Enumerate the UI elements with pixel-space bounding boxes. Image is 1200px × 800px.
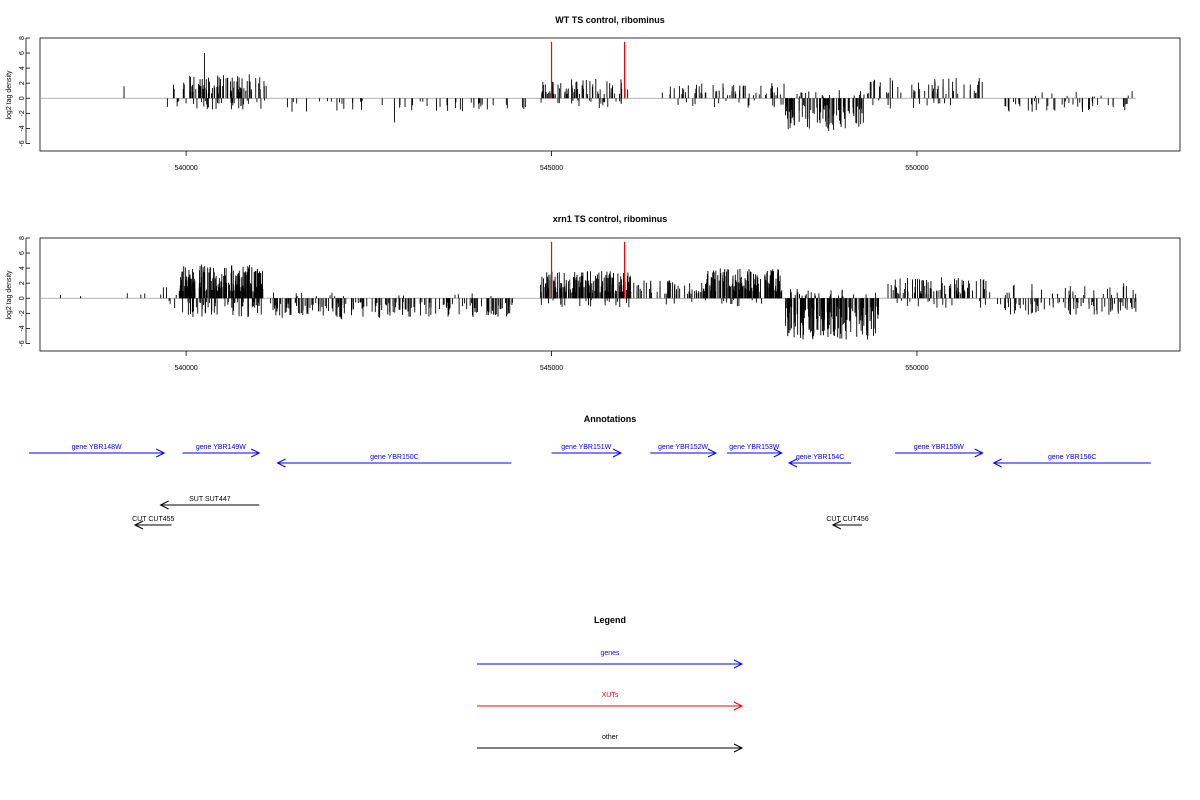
arrow-head <box>831 520 842 530</box>
xrn1-track-panel: xrn1 TS control, ribominus -6 -4 -2 0 2 4 6 8 5… <box>6 214 1181 372</box>
annotation-arrow: CUT CUT456 <box>826 516 869 530</box>
arrow-head <box>992 458 1002 468</box>
legend-label: XUTs <box>602 692 619 699</box>
wt-track-y-axis-label: log2 tag density <box>6 70 13 120</box>
annotation-arrow: gene YBR150C <box>276 454 512 468</box>
arrow-head <box>133 520 144 530</box>
arrow-head <box>612 448 623 458</box>
x-tick-label: 545000 <box>540 165 563 172</box>
annotation-arrow: gene YBR155W <box>895 444 984 458</box>
annotation-label: gene YBR148W <box>72 444 122 451</box>
x-tick-label: 540000 <box>174 165 197 172</box>
legend-entry: XUTs <box>477 692 744 711</box>
annotation-label: gene YBR149W <box>196 444 246 451</box>
annotation-label: gene YBR150C <box>370 454 419 461</box>
xrn1-track-y-axis-label: log2 tag density <box>6 270 13 320</box>
annotation-arrow: gene YBR149W <box>182 444 261 458</box>
y-tick-label: 8 <box>19 236 26 240</box>
arrow-head <box>733 743 744 753</box>
y-tick-label: 8 <box>19 36 26 40</box>
annotation-arrow: CUT CUT455 <box>132 516 175 530</box>
annotation-arrow: gene YBR151W <box>551 444 623 458</box>
annotation-label: gene YBR151W <box>561 444 611 451</box>
y-tick-label: -4 <box>19 125 26 131</box>
y-tick-label: 0 <box>19 96 26 100</box>
annotation-label: CUT CUT456 <box>826 516 868 523</box>
y-tick-label: 4 <box>19 266 26 270</box>
annotation-arrow: gene YBR156C <box>992 454 1151 468</box>
annotation-arrow: gene YBR154C <box>787 454 852 468</box>
annotation-label: gene YBR152W <box>658 444 708 451</box>
y-tick-label: -6 <box>19 340 26 346</box>
arrow-head <box>156 448 166 458</box>
arrow-head <box>733 701 744 711</box>
annotation-label: CUT CUT455 <box>132 516 174 523</box>
annotation-arrow: gene YBR148W <box>29 444 166 458</box>
annotation-arrow: SUT SUT447 <box>159 496 260 510</box>
annotation-label: gene YBR153W <box>729 444 779 451</box>
annotation-arrow: gene YBR153W <box>726 444 783 458</box>
y-tick-label: -6 <box>19 140 26 146</box>
legend-title: Legend <box>594 615 626 625</box>
annotation-label: SUT SUT447 <box>189 496 231 503</box>
y-tick-label: -2 <box>19 110 26 116</box>
annotation-arrow: gene YBR152W <box>650 444 718 458</box>
annotation-label: gene YBR155W <box>914 444 964 451</box>
legend-label: genes <box>600 650 620 657</box>
y-tick-label: -2 <box>19 310 26 316</box>
annotations-panel: Annotations gene YBR148W gene YBR149W gene… <box>29 414 1151 530</box>
legend-panel: Legend genes XUTs other <box>477 615 744 753</box>
y-tick-label: 2 <box>19 281 26 285</box>
y-tick-label: 6 <box>19 51 26 55</box>
y-tick-label: 4 <box>19 66 26 70</box>
x-tick-label: 540000 <box>174 365 197 372</box>
arrow-head <box>707 448 718 458</box>
xrn1-track-plot-frame <box>39 237 1181 352</box>
y-tick-label: 2 <box>19 81 26 85</box>
y-tick-label: 6 <box>19 251 26 255</box>
xrn1-track-title: xrn1 TS control, ribominus <box>553 214 668 224</box>
wt-track-plot-frame <box>39 37 1181 152</box>
arrow-head <box>251 448 261 458</box>
legend-entry: other <box>477 734 744 753</box>
y-tick-label: 0 <box>19 296 26 300</box>
arrow-head <box>733 659 744 669</box>
arrow-head <box>159 500 169 510</box>
y-tick-label: -4 <box>19 325 26 331</box>
legend-label: other <box>602 734 619 741</box>
wt-track-panel: WT TS control, ribominus -6 -4 -2 0 2 4 6 8 540… <box>6 15 1181 172</box>
arrow-head <box>276 458 286 468</box>
wt-track-title: WT TS control, ribominus <box>555 15 665 25</box>
annotation-label: gene YBR156C <box>1048 454 1097 461</box>
arrow-head <box>773 448 783 458</box>
annotations-title: Annotations <box>584 414 637 424</box>
x-tick-label: 550000 <box>905 365 928 372</box>
x-tick-label: 550000 <box>905 165 928 172</box>
x-tick-label: 545000 <box>540 365 563 372</box>
arrow-head <box>787 458 798 468</box>
arrow-head <box>974 448 984 458</box>
annotation-label: gene YBR154C <box>796 454 845 461</box>
legend-entry: genes <box>477 650 744 669</box>
